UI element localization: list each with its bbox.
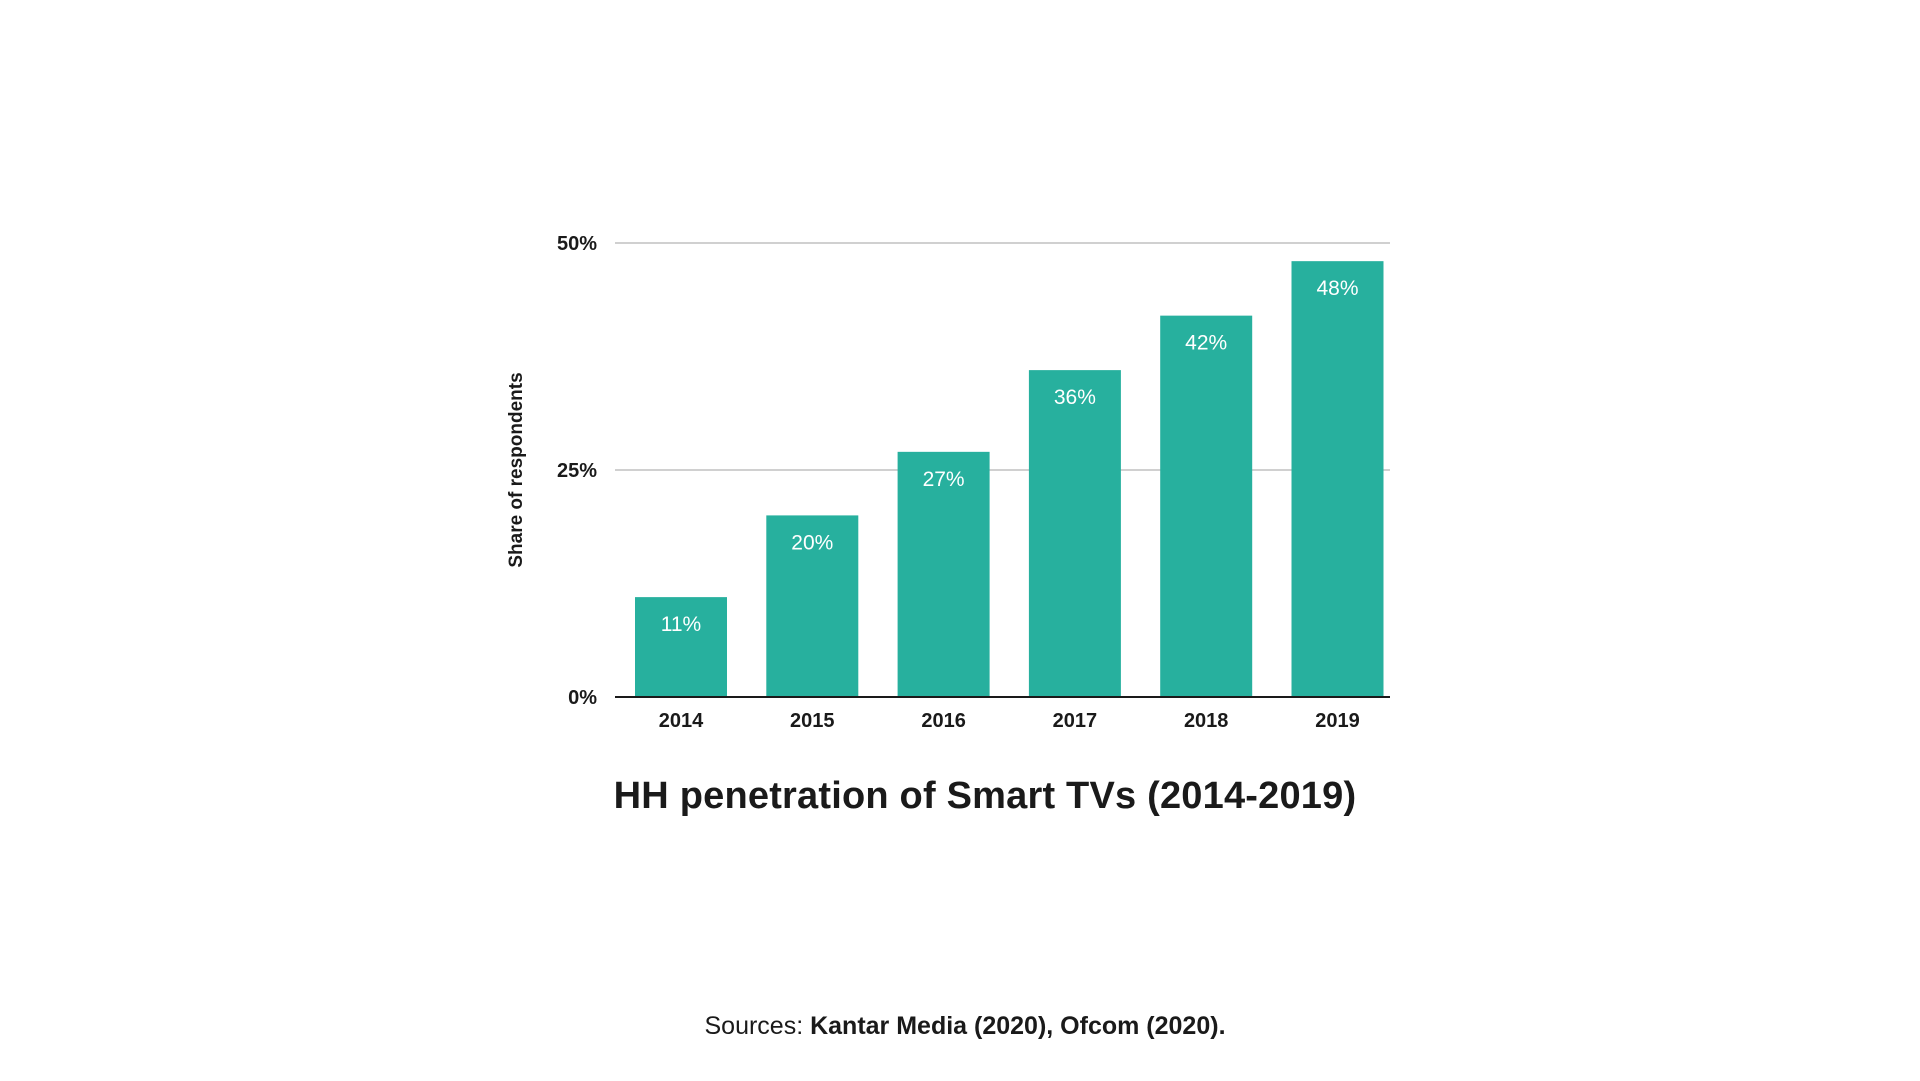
data-label: 48%	[1316, 277, 1358, 300]
x-tick-label: 2016	[921, 710, 966, 732]
y-tick-label: 0%	[568, 687, 597, 709]
x-tick-label: 2015	[790, 710, 835, 732]
data-label: 36%	[1054, 386, 1096, 409]
chart-source: Sources: Kantar Media (2020), Ofcom (202…	[0, 1012, 1920, 1041]
chart-title: HH penetration of Smart TVs (2014-2019)	[613, 775, 1357, 817]
y-tick-label: 25%	[557, 460, 597, 482]
source-prefix: Sources:	[704, 1012, 811, 1040]
data-label: 20%	[791, 531, 833, 554]
x-tick-label: 2014	[659, 710, 704, 732]
data-label: 11%	[661, 613, 701, 636]
x-tick-label: 2017	[1053, 710, 1098, 732]
bar	[766, 515, 859, 697]
bar	[635, 597, 727, 697]
bar	[897, 451, 990, 697]
x-tick-label: 2019	[1315, 710, 1360, 732]
source-text: Kantar Media (2020), Ofcom (2020).	[810, 1012, 1226, 1040]
bar	[1291, 261, 1384, 697]
bar	[1028, 370, 1121, 697]
x-tick-label: 2018	[1184, 710, 1229, 732]
y-axis-title: Share of respondents	[506, 372, 527, 567]
y-tick-label: 50%	[557, 233, 597, 255]
data-label: 42%	[1185, 332, 1227, 355]
data-label: 27%	[923, 468, 965, 491]
bar	[1160, 315, 1253, 697]
